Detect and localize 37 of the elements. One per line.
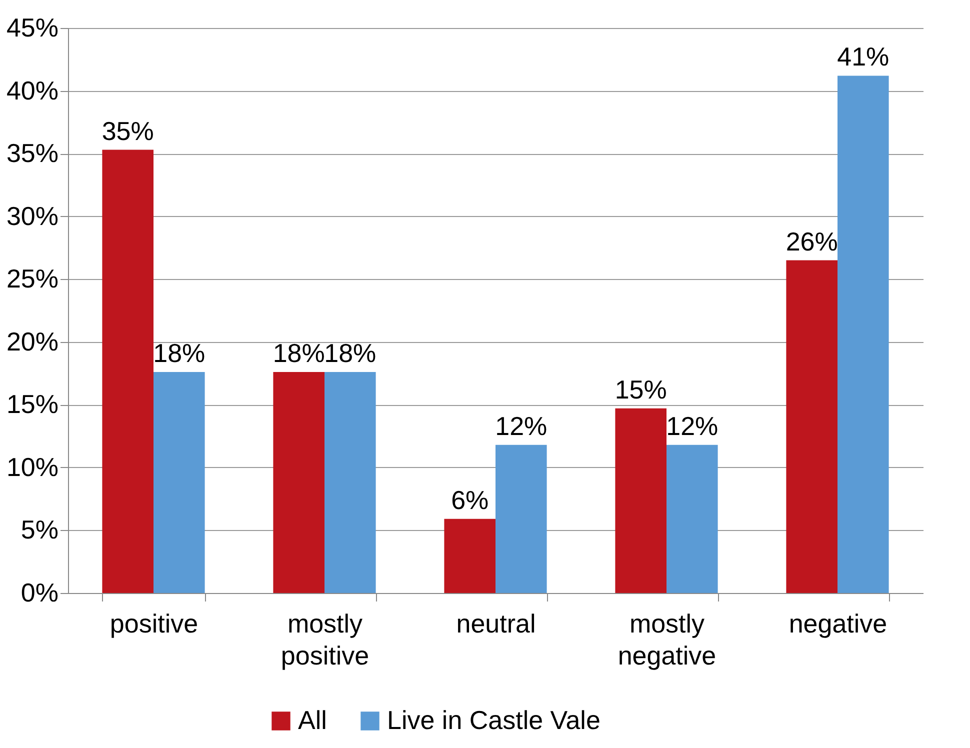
x-tick-label: mostly negative — [618, 608, 716, 670]
bar — [496, 444, 547, 593]
y-tick-label: 5% — [20, 514, 58, 545]
x-tick-label: negative — [788, 608, 888, 638]
bar — [444, 518, 496, 593]
y-tick-label: 10% — [6, 452, 58, 482]
data-label: 12% — [666, 410, 718, 441]
data-label: 18% — [153, 338, 206, 368]
x-tick-label: neutral — [456, 608, 536, 638]
y-tick-label: 25% — [6, 264, 58, 294]
y-tick-label: 0% — [20, 578, 58, 608]
y-tick-label: 15% — [6, 389, 58, 420]
y-tick-label: 20% — [6, 326, 58, 356]
data-label: 41% — [837, 42, 890, 72]
y-tick-label: 45% — [6, 12, 58, 42]
legend-label: Live in Castle Vale — [387, 705, 600, 735]
bar — [615, 408, 666, 593]
y-tick-label: 35% — [6, 138, 58, 168]
data-label: 6% — [451, 484, 489, 515]
bar — [324, 372, 376, 593]
bar — [838, 76, 889, 593]
data-label: 12% — [495, 410, 548, 441]
y-tick-label: 30% — [6, 200, 58, 231]
bar — [666, 444, 718, 593]
data-label: 15% — [614, 374, 667, 404]
bar — [102, 150, 154, 593]
data-label: 35% — [102, 116, 154, 146]
bar — [786, 260, 838, 593]
x-tick-label: mostly positive — [280, 608, 370, 670]
data-label: 18% — [324, 338, 376, 368]
bar — [273, 372, 324, 593]
bar — [154, 372, 205, 593]
x-tick-label: positive — [110, 608, 198, 638]
y-tick-label: 40% — [6, 75, 58, 106]
data-label: 18% — [272, 338, 325, 368]
data-label: 26% — [786, 226, 838, 256]
legend-label: All — [298, 705, 327, 735]
